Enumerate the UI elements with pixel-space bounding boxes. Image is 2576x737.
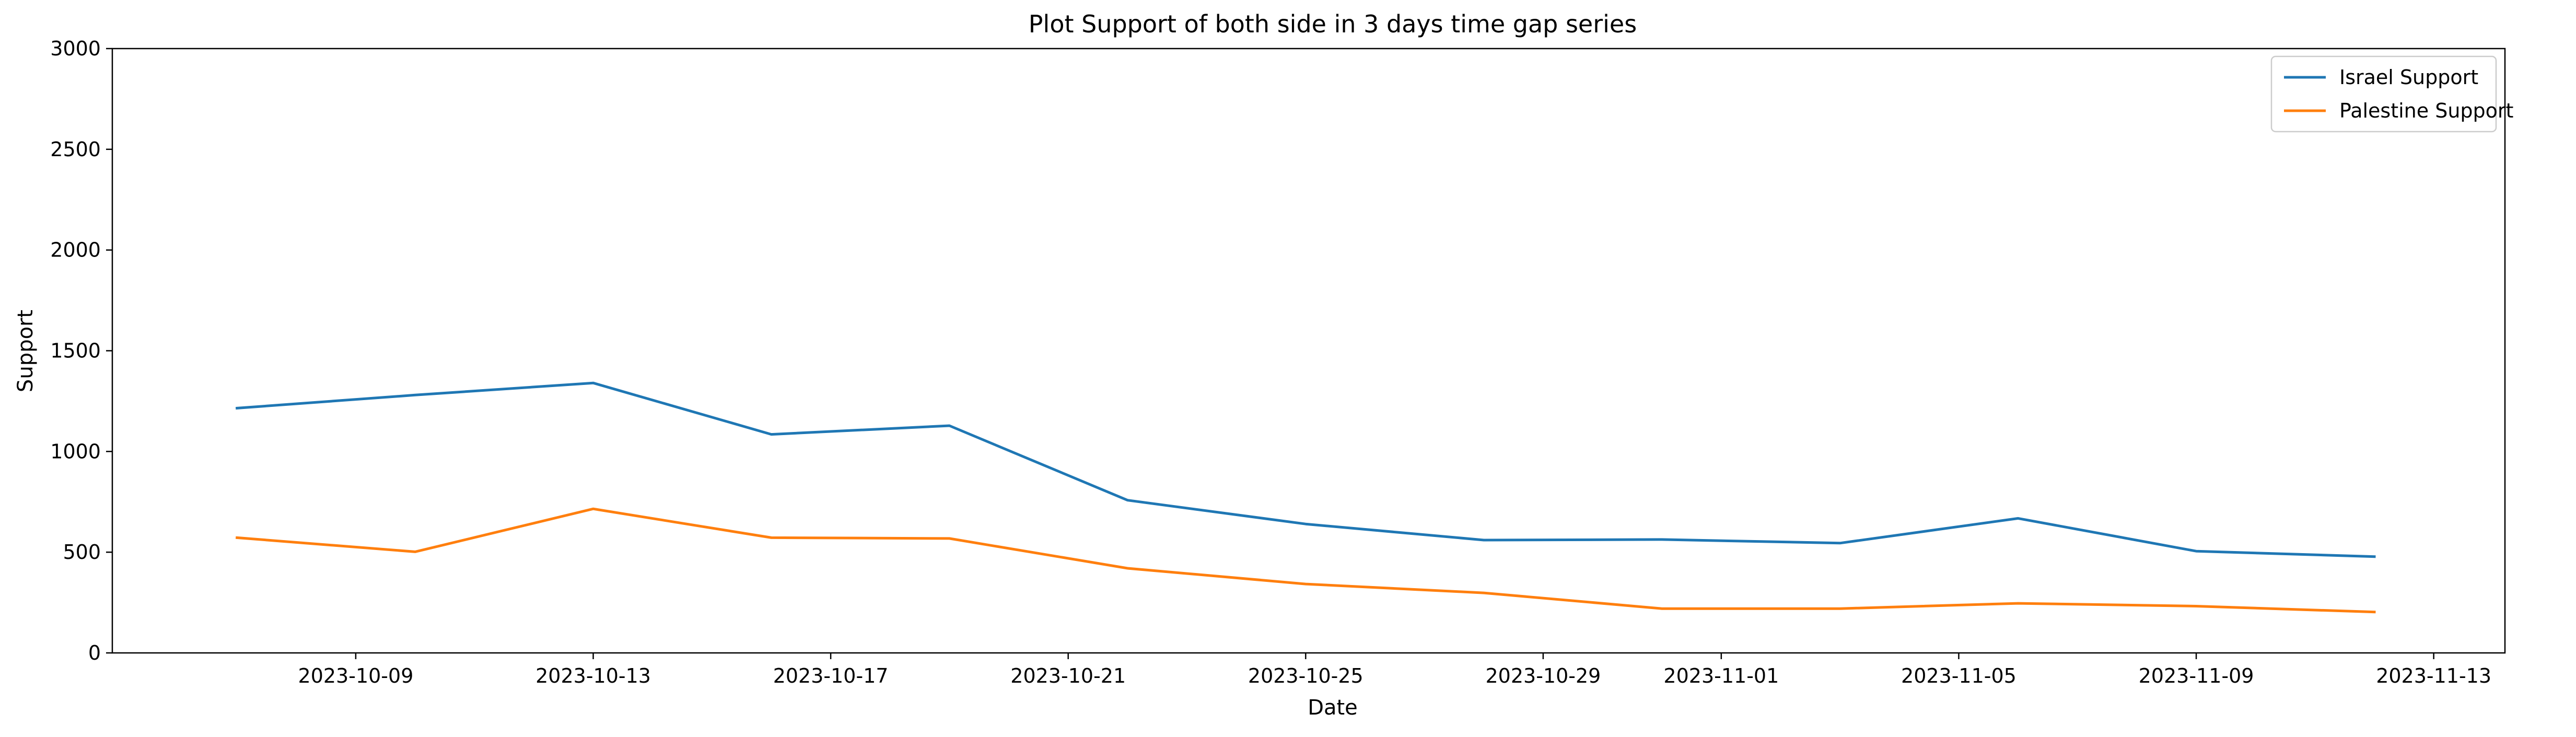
y-tick-label: 500 xyxy=(63,541,101,564)
legend-box xyxy=(2270,55,2497,133)
x-tick-label: 2023-10-17 xyxy=(773,664,889,687)
chart-title: Plot Support of both side in 3 days time… xyxy=(1029,10,1637,38)
legend: Israel Support Palestine Support xyxy=(2270,55,2513,133)
legend-label-israel: Israel Support xyxy=(2339,66,2478,89)
x-axis-label: Date xyxy=(1308,696,1358,720)
x-tick-label: 2023-11-09 xyxy=(2139,664,2254,687)
x-tick-label: 2023-10-29 xyxy=(1485,664,1601,687)
x-tick-label: 2023-10-13 xyxy=(535,664,651,687)
x-tick-label: 2023-11-01 xyxy=(1663,664,1779,687)
series-line-israel-support xyxy=(236,381,2376,558)
y-tick-label: 0 xyxy=(88,641,101,664)
y-tick-label: 1000 xyxy=(50,440,101,463)
y-axis-label: Support xyxy=(14,310,38,392)
series-lines xyxy=(236,381,2376,614)
y-tick-label: 1500 xyxy=(50,340,101,362)
plot-frame xyxy=(111,48,2506,654)
x-tick-label: 2023-10-25 xyxy=(1248,664,1363,687)
y-tick-label: 2500 xyxy=(50,138,101,161)
x-tick-label: 2023-10-09 xyxy=(298,664,414,687)
y-axis: 0 500 1000 1500 2000 2500 3000 xyxy=(50,37,112,664)
x-tick-label: 2023-11-13 xyxy=(2376,664,2491,687)
x-axis: 2023-10-09 2023-10-13 2023-10-17 2023-10-21… xyxy=(298,653,2491,687)
legend-label-palestine: Palestine Support xyxy=(2339,99,2513,122)
series-line-palestine-support xyxy=(236,507,2376,614)
x-tick-label: 2023-11-05 xyxy=(1901,664,2016,687)
x-tick-label: 2023-10-21 xyxy=(1010,664,1126,687)
y-tick-label: 2000 xyxy=(50,239,101,262)
y-tick-label: 3000 xyxy=(50,37,101,60)
